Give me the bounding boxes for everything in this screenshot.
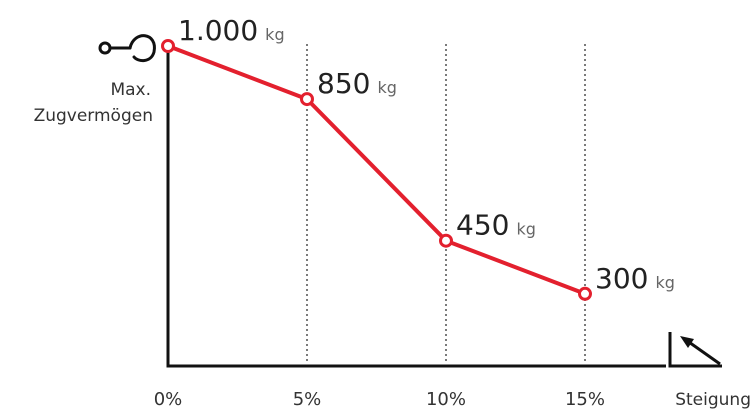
incline-slope-icon	[668, 332, 722, 368]
data-points	[161, 39, 592, 301]
tow-hook-icon	[98, 34, 156, 63]
x-tick-labels: 0% 5% 10% 15%	[154, 389, 605, 410]
data-label-unit: kg	[655, 273, 674, 292]
x-tick-label: 5%	[293, 389, 322, 410]
vertical-gridlines	[306, 44, 586, 364]
data-point	[300, 92, 314, 107]
data-label-unit: kg	[516, 220, 535, 239]
data-label-unit: kg	[377, 78, 396, 97]
data-point	[439, 233, 453, 248]
x-axis-title: Steigung	[675, 390, 751, 410]
data-label: 850 kg	[317, 67, 397, 100]
series-line	[166, 44, 587, 296]
data-point	[578, 286, 592, 301]
y-axis-title-line-2: Zugvermögen	[34, 106, 153, 126]
data-label-value: 300	[595, 262, 648, 295]
data-labels: 1.000 kg 850 kg 450 kg 300 kg	[178, 14, 675, 295]
data-label-unit: kg	[265, 25, 284, 44]
y-axis-title-line-1: Max.	[110, 80, 151, 100]
series-polyline	[166, 44, 587, 296]
data-label: 300 kg	[595, 262, 675, 295]
data-label-value: 850	[317, 67, 370, 100]
x-tick-label: 15%	[565, 389, 605, 410]
x-tick-label: 10%	[426, 389, 466, 410]
x-tick-label: 0%	[154, 389, 183, 410]
data-label: 1.000 kg	[178, 14, 285, 47]
data-point	[161, 39, 175, 53]
data-label: 450 kg	[456, 209, 536, 242]
data-label-value: 450	[456, 209, 509, 242]
data-label-value: 1.000	[178, 14, 258, 47]
